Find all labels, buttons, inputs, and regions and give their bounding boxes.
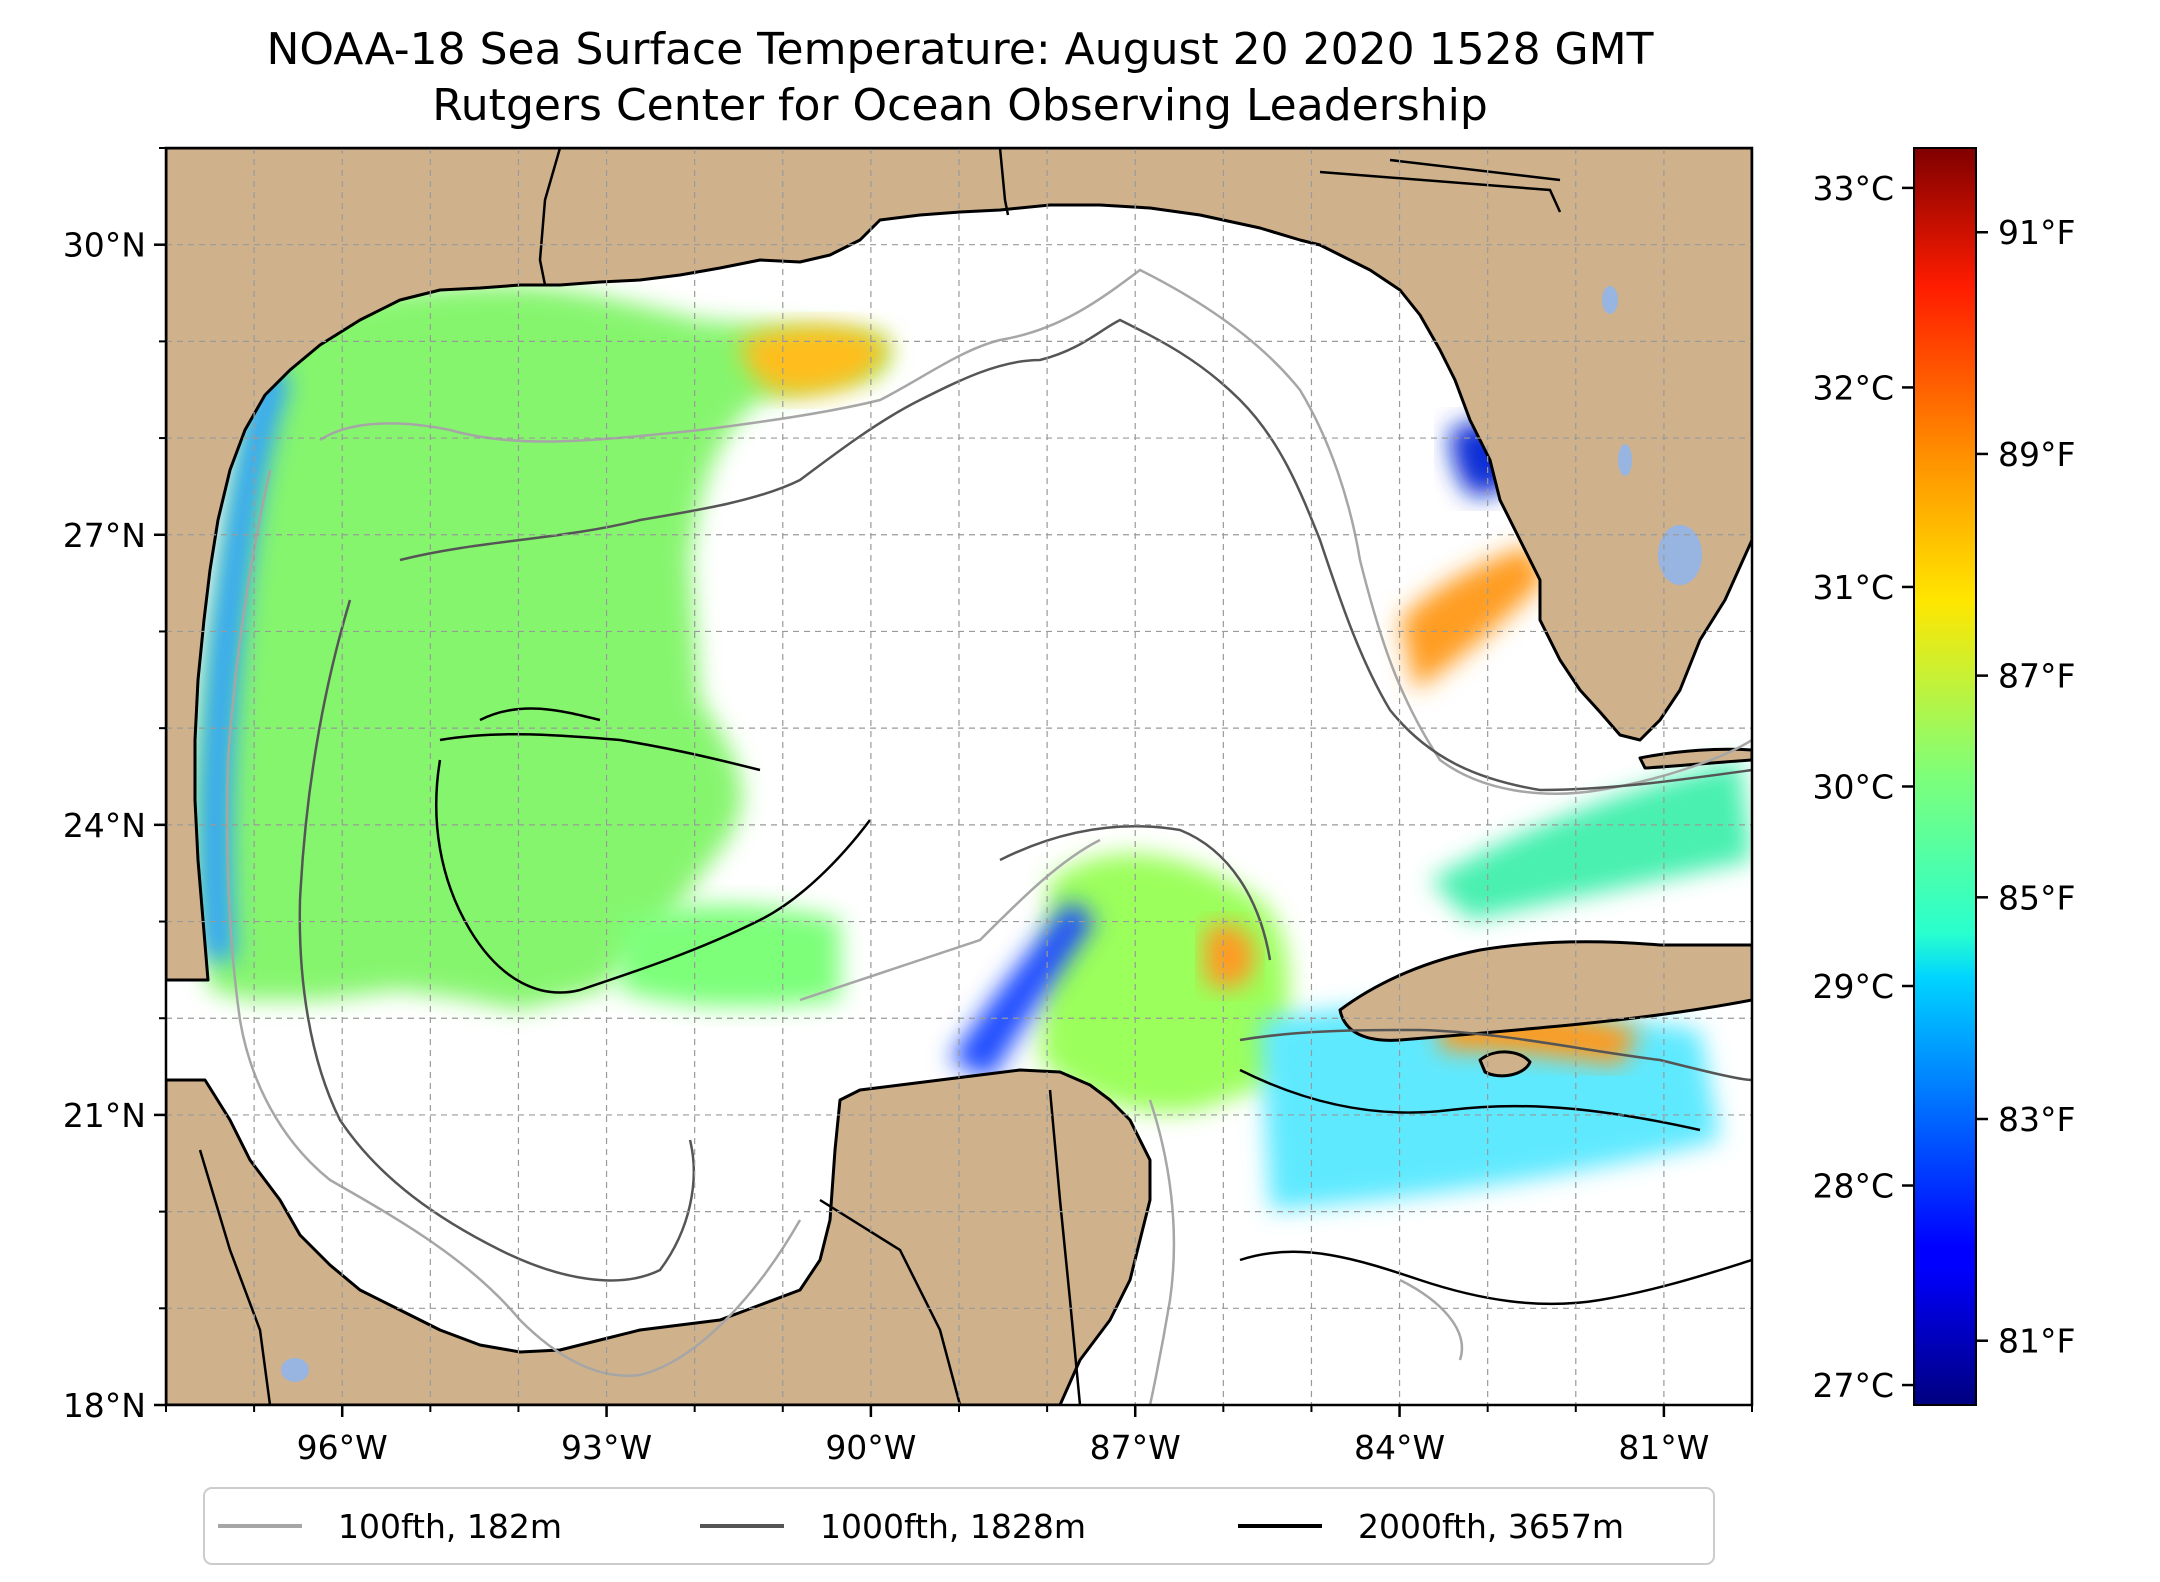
sst-texas-shelf-warm	[740, 325, 890, 395]
celsius-tick-label: 31°C	[1812, 568, 1894, 607]
border-al-fl	[1319, 170, 1562, 213]
colorbar: 27°C 28°C 29°C 30°C 31°C 32°C 33°C 81°F 83°F 85°F…	[1812, 147, 2075, 1406]
isobath-1000fth	[298, 318, 1752, 1282]
sst-cuba-north	[1430, 760, 1752, 920]
lat-tick-label: 30°N	[63, 226, 146, 265]
lake-florida-2	[1618, 444, 1632, 476]
lon-tick-label: 96°W	[297, 1428, 388, 1467]
legend-label: 2000fth, 3657m	[1358, 1507, 1624, 1546]
fahrenheit-tick-label: 81°F	[1998, 1322, 2075, 1361]
borders	[198, 148, 1562, 1405]
border-la-ms	[998, 148, 1010, 216]
celsius-tick-label: 33°C	[1812, 169, 1894, 208]
border-ga-fl	[1389, 158, 1561, 182]
lat-tick-label: 21°N	[63, 1096, 146, 1135]
legend-box	[203, 1487, 1715, 1565]
land	[166, 148, 1752, 1405]
title-line-1: NOAA-18 Sea Surface Temperature: August …	[267, 24, 1654, 75]
lat-tick-label: 27°N	[63, 516, 146, 555]
lat-tick-label: 18°N	[63, 1386, 146, 1425]
border-tx-la	[538, 148, 562, 286]
fahrenheit-tick-label: 85°F	[1998, 878, 2075, 917]
celsius-tick-label: 29°C	[1812, 967, 1894, 1006]
lon-tick-label: 93°W	[561, 1428, 652, 1467]
sst-yucatan-warm-core	[1205, 924, 1255, 989]
sst-bay-campeche	[620, 905, 840, 1007]
border-mexico-states-2	[819, 1198, 962, 1405]
fahrenheit-tick-label: 91°F	[1998, 213, 2075, 252]
lon-tick-label: 90°W	[825, 1428, 916, 1467]
lake-mexico-1	[281, 1358, 309, 1382]
sst-western-gulf	[190, 284, 889, 1010]
lon-tick-label: 81°W	[1618, 1428, 1709, 1467]
celsius-tick-label: 32°C	[1812, 368, 1894, 407]
map-axis-ticks: 96°W 93°W 90°W 87°W 84°W 81°W 18°N 21°N 24°N 27°N…	[63, 147, 1753, 1467]
lakes	[281, 286, 1702, 1382]
lake-florida-1	[1602, 286, 1618, 314]
fahrenheit-tick-label: 87°F	[1998, 657, 2075, 696]
legend: 100fth, 182m 1000fth, 1828m 2000fth, 3657m	[203, 1487, 1715, 1565]
celsius-tick-label: 28°C	[1812, 1167, 1894, 1206]
title-line-2: Rutgers Center for Ocean Observing Leade…	[432, 80, 1488, 131]
sst-yucatan-cool-edge	[950, 900, 1095, 1080]
legend-label: 100fth, 182m	[338, 1507, 562, 1546]
legend-label: 1000fth, 1828m	[820, 1507, 1086, 1546]
land-mexico-south	[166, 1068, 1152, 1405]
sst-florida-shelf	[1400, 545, 1545, 690]
fahrenheit-tick-label: 83°F	[1998, 1100, 2075, 1139]
sst-western-coastal-cool	[199, 360, 290, 960]
border-mexico-states-1	[198, 1149, 272, 1405]
colorbar-ticks: 27°C 28°C 29°C 30°C 31°C 32°C 33°C 81°F 83°F 85°F…	[1812, 169, 2075, 1405]
colorbar-gradient	[1913, 147, 1977, 1406]
lat-tick-label: 24°N	[63, 806, 146, 845]
legend-items: 100fth, 182m 1000fth, 1828m 2000fth, 3657m	[218, 1507, 1624, 1546]
celsius-tick-label: 30°C	[1812, 767, 1894, 806]
celsius-tick-label: 27°C	[1812, 1366, 1894, 1405]
sst-yucatan-channel	[1040, 853, 1289, 1113]
land-cuba-isle	[1478, 1050, 1532, 1078]
fahrenheit-tick-label: 89°F	[1998, 435, 2075, 474]
land-north-gulf-coast	[166, 148, 1752, 982]
map-gridlines	[166, 148, 1752, 1405]
lake-okeechobee	[1658, 525, 1702, 585]
border-mexico-states-3	[1048, 1089, 1082, 1405]
isobath-2000fth	[435, 707, 1752, 1306]
lon-tick-label: 84°W	[1354, 1428, 1445, 1467]
sst-map	[166, 148, 1752, 1405]
lon-tick-label: 87°W	[1090, 1428, 1181, 1467]
